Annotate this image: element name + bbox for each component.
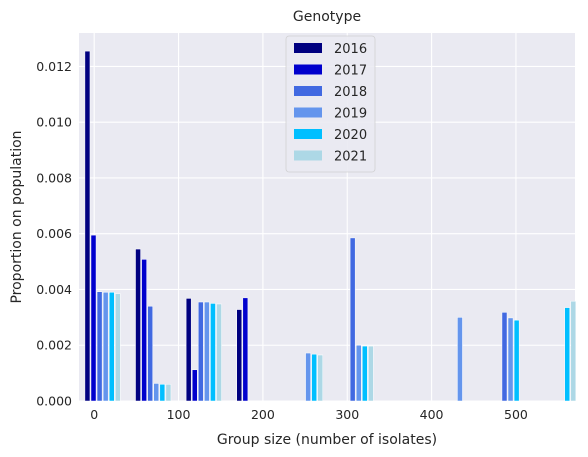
legend-label-2018: 2018	[334, 85, 367, 100]
x-tick-label: 300	[335, 407, 359, 422]
bar-2020-group-0	[108, 292, 115, 402]
bar-2021-group-4	[317, 354, 324, 402]
bar-2020-group-9	[564, 307, 571, 402]
x-tick-label: 400	[420, 407, 444, 422]
grid-lines	[79, 33, 575, 402]
y-axis-ticks: 0.000 0.002 0.004 0.006 0.008 0.010 0.012	[36, 59, 72, 409]
bar-2020-group-2	[210, 303, 216, 402]
x-tick-label: 500	[504, 407, 528, 422]
y-tick-label: 0.008	[36, 170, 72, 185]
bar-2019-group-0	[102, 292, 109, 402]
bar-2018-group-2	[198, 301, 204, 402]
bar-2019-group-8	[507, 317, 514, 402]
bar-2016-group-1	[135, 248, 141, 402]
bar-2018-group-8	[501, 312, 508, 402]
bar-2017-group-2	[191, 369, 198, 402]
legend-swatch-2016	[294, 43, 322, 53]
legend-label-2021: 2021	[334, 150, 367, 165]
bar-2021-group-2	[216, 303, 222, 402]
bar-2020-group-8	[513, 319, 520, 402]
bar-2017-group-0	[90, 234, 97, 402]
bar-2016-group-2	[185, 298, 192, 402]
legend-swatch-2019	[294, 107, 322, 118]
legend-label-2019: 2019	[334, 107, 367, 122]
legend-swatch-2018	[294, 86, 322, 96]
bar-2019-group-4	[305, 352, 311, 402]
y-tick-label: 0.012	[36, 59, 72, 74]
y-tick-label: 0.002	[36, 338, 72, 353]
x-axis-label: Group size (number of isolates)	[217, 432, 437, 448]
legend-label-2016: 2016	[334, 42, 367, 57]
chart-title: Genotype	[293, 9, 361, 25]
x-axis-ticks: 0 100 200 300 400 500	[90, 407, 528, 422]
legend-label-2020: 2020	[334, 128, 367, 143]
x-tick-label: 0	[90, 407, 98, 422]
legend-swatch-2020	[294, 129, 322, 139]
bar-2016-group-0	[84, 50, 91, 402]
legend-label-2017: 2017	[334, 64, 367, 79]
bar-2018-group-0	[96, 291, 103, 402]
y-tick-label: 0.004	[36, 282, 72, 297]
y-axis-label: Proportion on population	[9, 130, 25, 303]
bars	[84, 50, 577, 402]
bar-2019-group-1	[153, 383, 160, 402]
y-tick-label: 0.000	[36, 394, 72, 409]
bar-2019-group-5	[355, 344, 362, 402]
bar-2021-group-5	[368, 345, 374, 402]
bar-2018-group-5	[349, 237, 356, 402]
bar-2020-group-1	[159, 384, 166, 402]
y-tick-label: 0.006	[36, 226, 72, 241]
bar-2020-group-4	[311, 353, 317, 402]
y-tick-label: 0.010	[36, 115, 72, 130]
legend-swatch-2017	[294, 64, 322, 75]
x-tick-label: 200	[251, 407, 275, 422]
bar-2021-group-0	[115, 293, 121, 402]
x-tick-label: 100	[167, 407, 191, 422]
bar-2017-group-3	[242, 297, 249, 402]
bar-2021-group-1	[165, 384, 172, 402]
bar-2018-group-1	[147, 305, 153, 402]
bar-2017-group-1	[141, 259, 147, 402]
bar-2021-group-9	[570, 300, 577, 402]
legend-swatch-2021	[294, 150, 322, 161]
bar-2016-group-3	[236, 309, 243, 402]
bar-2020-group-5	[362, 345, 368, 402]
legend: 2016 2017 2018 2019 2020 2021	[285, 35, 376, 173]
bar-2019-group-2	[204, 301, 210, 402]
bar-2019-group-7	[457, 317, 463, 402]
